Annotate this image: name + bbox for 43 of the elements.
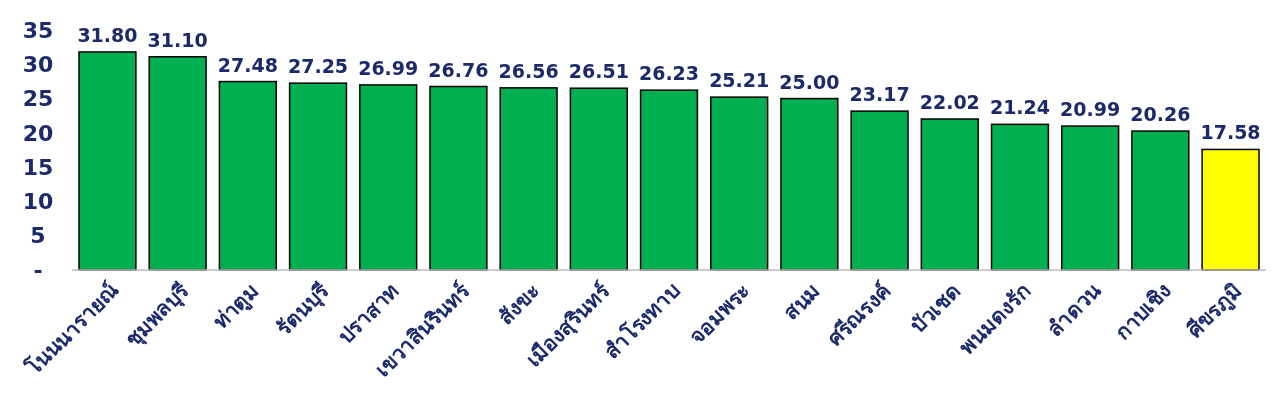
data-label: 21.24: [989, 96, 1051, 119]
data-label: 26.99: [358, 56, 419, 79]
x-tick-label: สนม: [778, 278, 825, 325]
bar: [569, 87, 628, 271]
y-tick-label: 35: [22, 17, 54, 43]
bar: [990, 123, 1050, 271]
data-label: 31.80: [77, 23, 138, 46]
y-tick-label: 5: [30, 223, 46, 249]
data-label: 20.26: [1130, 103, 1191, 126]
data-label: 26.23: [638, 62, 700, 85]
y-tick-label: 20: [22, 120, 54, 146]
data-label: 20.99: [1060, 98, 1121, 121]
y-tick-label: 30: [22, 51, 54, 77]
bar: [780, 97, 839, 271]
data-label: 23.17: [849, 83, 910, 106]
data-label: 26.51: [568, 60, 629, 83]
bar: [850, 110, 909, 271]
data-label: 25.00: [779, 70, 840, 93]
bar: [1060, 125, 1120, 271]
data-label: 27.25: [287, 55, 349, 78]
data-label: 26.76: [428, 58, 489, 81]
bar: [499, 87, 558, 271]
data-label: 25.21: [709, 69, 770, 92]
bar: [148, 55, 207, 271]
bar: [429, 85, 488, 271]
bar: [1131, 130, 1190, 271]
y-tick-label: 25: [22, 86, 54, 112]
bar: [359, 84, 418, 271]
bar: [710, 96, 769, 271]
y-tick-label: -: [33, 257, 43, 283]
y-tick-label: 15: [22, 154, 54, 180]
y-tick-label: 10: [22, 189, 54, 215]
bar: [78, 51, 137, 271]
bar: [1201, 148, 1260, 271]
data-label: 31.10: [147, 28, 208, 51]
data-label: 17.58: [1200, 121, 1261, 144]
bar: [218, 80, 278, 271]
data-label: 26.56: [498, 59, 559, 82]
bar: [920, 118, 979, 271]
data-label: 27.48: [217, 53, 278, 76]
bar: [639, 89, 699, 271]
data-label: 22.02: [919, 91, 980, 114]
bar: [288, 82, 348, 271]
